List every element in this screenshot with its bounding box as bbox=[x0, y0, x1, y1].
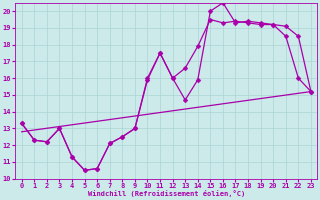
X-axis label: Windchill (Refroidissement éolien,°C): Windchill (Refroidissement éolien,°C) bbox=[88, 190, 245, 197]
